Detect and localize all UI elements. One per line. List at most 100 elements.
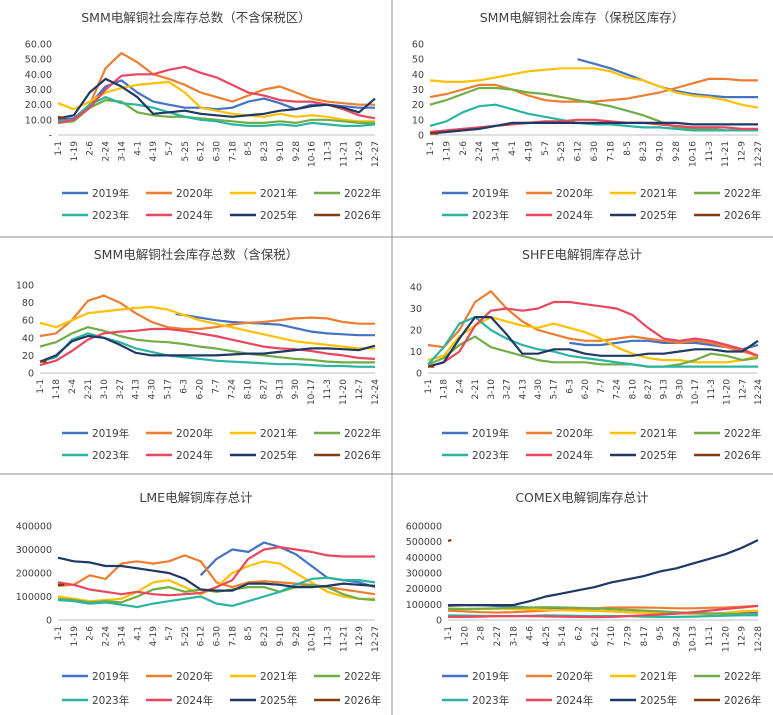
x-tick-label: 9-10: [276, 141, 286, 162]
y-tick-label: 300000: [16, 545, 52, 556]
x-tick-label: 3-14: [117, 141, 127, 162]
y-tick-label: 20: [412, 100, 424, 111]
chart-title: LME电解铜库存总计: [139, 490, 252, 505]
series-line-2025年: [448, 539, 759, 607]
x-tick-label: 3-27: [503, 379, 513, 399]
x-tick-label: 9-30: [291, 379, 301, 400]
legend-label: 2025年: [260, 209, 297, 222]
x-tick-label: 4-13: [518, 379, 528, 399]
y-tick-label: 10: [412, 115, 424, 126]
x-tick-label: 6-3: [180, 379, 190, 394]
x-tick-label: 7-18: [228, 626, 238, 647]
x-tick-label: 9-28: [292, 141, 302, 162]
x-tick-label: 7-24: [613, 379, 623, 400]
series-line-2020年: [39, 294, 375, 338]
series-line-2021年: [429, 67, 759, 109]
legend-label: 2024年: [556, 449, 593, 462]
y-tick-label: 0: [416, 369, 422, 380]
series-line-2026年: [447, 539, 452, 542]
legend-label: 2019年: [472, 427, 509, 440]
x-tick-label: 2-21: [84, 379, 94, 399]
series-line-2022年: [427, 335, 759, 368]
x-tick-label: 2-24: [102, 141, 112, 162]
y-tick-label: 40: [410, 283, 422, 294]
x-tick-label: 3-10: [487, 379, 497, 400]
x-tick-label: 4-19: [149, 141, 159, 162]
x-tick-label: 7-10: [607, 626, 617, 647]
x-tick-label: 8-27: [259, 379, 269, 399]
x-tick-label: 1-19: [70, 141, 80, 162]
chart-panel-1: SMM电解铜社会库存总数（不含保税区） 60.00 50.00 40.00 30.00 2…: [25, 10, 381, 222]
chart-panel-4: SHFE电解铜库存总计 40 30 20 10 01-1 1-18 2-4 2-21 3-10 3-…: [410, 247, 764, 462]
series-line-2023年: [429, 103, 758, 132]
y-tick-label: 0: [436, 616, 442, 627]
chart-panel-6: COMEX电解铜库存总计 600000 500000 400000 300000 2000…: [406, 490, 764, 707]
y-tick-label: 60: [412, 40, 424, 51]
legend-label: 2019年: [92, 670, 129, 683]
x-tick-label: 8-5: [244, 626, 254, 641]
x-tick-label: 12-28: [754, 626, 764, 652]
x-tick-label: 1-19: [442, 141, 452, 162]
x-tick-label: 4-25: [542, 626, 552, 646]
x-tick-label: 1-18: [52, 379, 62, 400]
x-tick-label: 12-27: [754, 141, 764, 167]
x-tick-label: 1-1: [426, 141, 436, 156]
x-tick-label: 4-1: [133, 626, 143, 641]
legend-label: 2019年: [472, 670, 509, 683]
chart-panel-3: SMM电解铜社会库存总数（含保税） 100 80 60 40 20 01-1 1-18 2-4 2…: [16, 247, 381, 462]
legend-label: 2023年: [92, 694, 129, 707]
y-tick-label: 100000: [16, 592, 52, 603]
x-tick-label: 5-25: [557, 141, 567, 161]
x-tick-label: 8-10: [243, 379, 253, 400]
x-tick-label: 9-10: [276, 626, 286, 647]
legend-label: 2026年: [344, 209, 381, 222]
x-tick-label: 12-7: [738, 379, 748, 399]
legend-label: 2019年: [92, 187, 129, 200]
legend-label: 2026年: [724, 449, 761, 462]
legend-label: 2020年: [556, 187, 593, 200]
y-tick-label: 20: [22, 351, 34, 362]
legend-label: 2019年: [92, 427, 129, 440]
x-tick-label: 3-14: [117, 626, 127, 647]
legend-label: 2022年: [724, 187, 761, 200]
series-line-2024年: [57, 545, 375, 597]
legend-label: 2025年: [260, 449, 297, 462]
legend-label: 2026年: [344, 449, 381, 462]
x-tick-label: 6-12: [197, 626, 207, 646]
x-tick-label: 1-1: [424, 379, 434, 394]
y-tick-label: 20: [410, 326, 422, 337]
x-tick-label: 1-1: [54, 626, 64, 641]
x-tick-label: 5-7: [541, 141, 551, 156]
x-tick-label: 11-3: [323, 379, 333, 399]
series-line-2025年: [57, 556, 376, 592]
x-tick-label: 11-3: [705, 141, 715, 161]
legend-label: 2021年: [260, 670, 297, 683]
legend-label: 2021年: [640, 427, 677, 440]
legend-label: 2021年: [640, 187, 677, 200]
x-tick-label: 6-30: [213, 626, 223, 647]
x-tick-label: 6-20: [196, 379, 206, 400]
series-line-2022年: [57, 98, 375, 125]
x-tick-label: 10-17: [307, 379, 317, 405]
legend-label: 2023年: [472, 694, 509, 707]
series-line-2025年: [39, 334, 376, 363]
x-tick-label: 9-30: [675, 379, 685, 400]
x-tick-label: 5-14: [558, 626, 568, 647]
x-tick-label: 10-13: [689, 626, 699, 652]
legend-label: 2023年: [92, 209, 129, 222]
x-tick-label: 12-9: [355, 626, 365, 647]
series-line-2026年: [57, 115, 67, 120]
y-tick-label: 40.00: [25, 70, 52, 81]
legend-label: 2020年: [176, 187, 213, 200]
legend-label: 2023年: [92, 449, 129, 462]
legend-label: 2020年: [556, 427, 593, 440]
legend-label: 2025年: [260, 694, 297, 707]
x-tick-label: 1-1: [36, 379, 46, 394]
x-tick-label: 4-19: [149, 626, 159, 647]
x-tick-label: 12-24: [371, 379, 381, 405]
series-line-2024年: [448, 604, 759, 619]
x-tick-label: 12-27: [371, 141, 381, 167]
x-tick-label: 6-2: [575, 626, 585, 641]
legend-label: 2024年: [176, 694, 213, 707]
x-tick-label: 10-16: [308, 141, 318, 167]
